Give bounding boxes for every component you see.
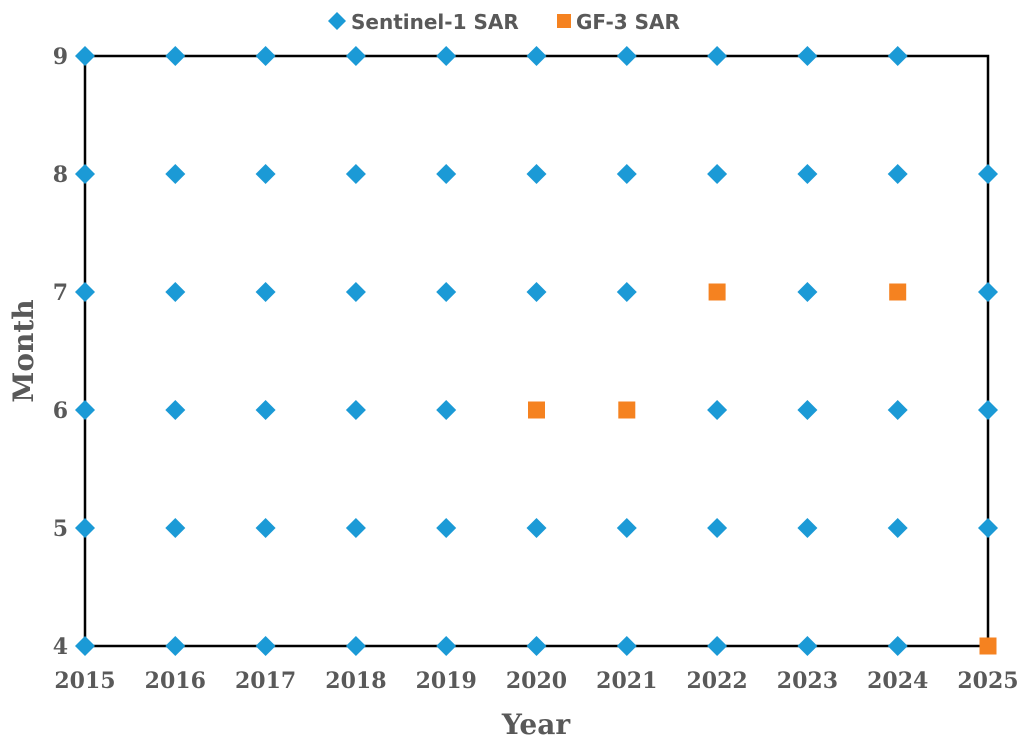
- y-tick-label: 7: [53, 280, 68, 306]
- y-axis-title: Month: [7, 299, 40, 402]
- sentinel-point: [978, 282, 998, 302]
- y-tick-labels: 4 5 6 7 8 9: [53, 44, 68, 660]
- x-tick-label: 2018: [325, 668, 386, 694]
- gf3-point: [528, 401, 545, 419]
- sentinel-point: [345, 282, 366, 302]
- sentinel-point: [75, 400, 95, 420]
- y-tick-label: 4: [53, 634, 68, 660]
- sentinel-point: [616, 282, 637, 302]
- legend-label-sentinel: Sentinel-1 SAR: [351, 10, 519, 34]
- x-tick-label: 2022: [686, 668, 747, 694]
- x-tick-label: 2025: [957, 668, 1018, 694]
- x-axis-title: Year: [501, 708, 572, 741]
- sentinel-point: [75, 518, 95, 538]
- sentinel-point: [707, 636, 728, 656]
- sentinel-point: [436, 636, 457, 656]
- sentinel-point: [255, 636, 276, 656]
- gf3-point: [889, 283, 907, 301]
- sentinel-point: [887, 400, 908, 420]
- sentinel-point: [255, 518, 276, 538]
- x-tick-label: 2021: [596, 668, 657, 694]
- sentinel-point: [255, 282, 276, 302]
- x-tick-label: 2023: [777, 668, 838, 694]
- sentinel-point: [345, 518, 366, 538]
- x-tick-label: 2015: [54, 668, 115, 694]
- x-tick-label: 2020: [506, 668, 567, 694]
- sentinel-point: [345, 164, 366, 184]
- sentinel-point: [526, 46, 547, 66]
- gf3-point: [708, 283, 726, 301]
- sentinel-point: [75, 164, 95, 184]
- y-tick-label: 5: [53, 516, 68, 542]
- sentinel-point: [165, 636, 186, 656]
- x-tick-label: 2016: [145, 668, 206, 694]
- gf3-point: [979, 637, 997, 655]
- y-tick-label: 8: [53, 162, 68, 188]
- legend-label-gf3: GF-3 SAR: [576, 10, 680, 34]
- sentinel-point: [436, 282, 457, 302]
- sentinel-point: [75, 282, 95, 302]
- sentinel-point: [797, 46, 818, 66]
- x-tick-labels: 2015 2016 2017 2018 2019 2020 2021 2022 2023 2024…: [54, 668, 1018, 694]
- sentinel-point: [345, 400, 366, 420]
- sentinel-point: [165, 282, 186, 302]
- sentinel-point: [978, 518, 998, 538]
- sentinel-point: [707, 164, 728, 184]
- sentinel-point: [707, 400, 728, 420]
- sentinel-point: [887, 164, 908, 184]
- sentinel-point: [616, 518, 637, 538]
- sentinel-point: [887, 518, 908, 538]
- sentinel-point: [887, 636, 908, 656]
- sentinel-point: [707, 46, 728, 66]
- sentinel-point: [797, 164, 818, 184]
- sentinel-point: [978, 164, 998, 184]
- sentinel-point: [797, 282, 818, 302]
- legend-marker-sentinel: [328, 12, 346, 30]
- y-tick-label: 6: [53, 398, 68, 424]
- legend-marker-gf3: [557, 14, 571, 28]
- sentinel-point: [436, 518, 457, 538]
- gf3-point: [618, 401, 636, 419]
- sentinel-point: [526, 282, 547, 302]
- x-tick-label: 2017: [235, 668, 296, 694]
- sentinel-point: [526, 636, 547, 656]
- sentinel-point: [255, 46, 276, 66]
- sentinel-point: [797, 518, 818, 538]
- sentinel-point: [526, 518, 547, 538]
- sentinel-point: [165, 46, 186, 66]
- data-points: [75, 46, 998, 656]
- sentinel-point: [526, 164, 547, 184]
- x-tick-label: 2024: [867, 668, 928, 694]
- sentinel-point: [165, 400, 186, 420]
- sentinel-point: [75, 636, 95, 656]
- sentinel-point: [797, 400, 818, 420]
- sentinel-point: [616, 164, 637, 184]
- sentinel-point: [616, 636, 637, 656]
- sentinel-point: [797, 636, 818, 656]
- y-tick-label: 9: [53, 44, 68, 70]
- sentinel-point: [345, 46, 366, 66]
- x-tick-label: 2019: [416, 668, 477, 694]
- plot-area: [83, 54, 990, 648]
- sentinel-point: [255, 400, 276, 420]
- sentinel-point: [345, 636, 366, 656]
- sentinel-point: [887, 46, 908, 66]
- sentinel-point: [616, 46, 637, 66]
- sentinel-point: [978, 400, 998, 420]
- sentinel-point: [436, 400, 457, 420]
- sentinel-point: [255, 164, 276, 184]
- legend: Sentinel-1 SAR GF-3 SAR: [328, 10, 680, 34]
- sentinel-point: [707, 518, 728, 538]
- sentinel-point: [436, 164, 457, 184]
- sentinel-point: [75, 46, 95, 66]
- sentinel-point: [436, 46, 457, 66]
- sentinel-point: [165, 164, 186, 184]
- sentinel-point: [165, 518, 186, 538]
